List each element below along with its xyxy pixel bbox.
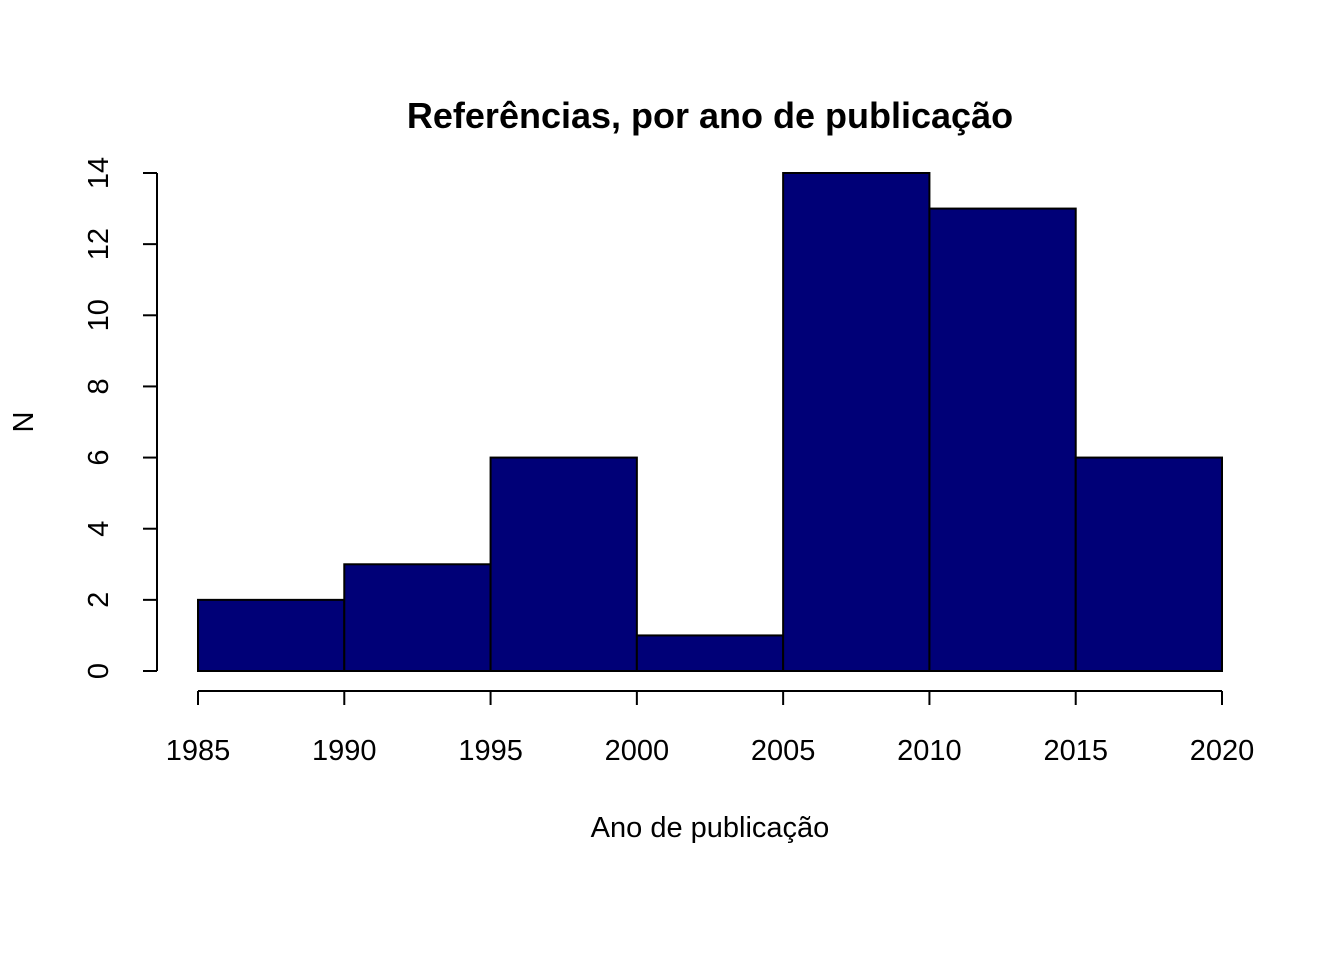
x-tick-label: 2020 bbox=[1190, 735, 1255, 767]
histogram-bar-1990-1995 bbox=[343, 563, 492, 672]
y-tick-label: 0 bbox=[83, 663, 115, 679]
histogram-bar-2010-2015 bbox=[928, 207, 1077, 672]
histogram-bar-1985-1990 bbox=[197, 598, 346, 672]
y-tick-label: 2 bbox=[83, 592, 115, 608]
y-tick-label: 4 bbox=[83, 521, 115, 537]
histogram-bar-2015-2020 bbox=[1074, 456, 1223, 673]
bars-group bbox=[197, 172, 1223, 673]
histogram-bar-2005-2010 bbox=[782, 172, 931, 672]
x-tick-label: 2010 bbox=[897, 735, 962, 767]
y-tick-label: 6 bbox=[83, 450, 115, 466]
x-tick-label: 2000 bbox=[605, 735, 670, 767]
y-tick-label: 10 bbox=[83, 299, 115, 331]
histogram-bar-1995-2000 bbox=[489, 456, 638, 673]
x-tick-label: 2005 bbox=[751, 735, 816, 767]
histogram-bar-2000-2005 bbox=[635, 634, 785, 673]
x-tick-label: 1995 bbox=[458, 735, 523, 767]
y-tick-label: 14 bbox=[83, 157, 115, 189]
x-tick-label: 1990 bbox=[312, 735, 377, 767]
y-tick-label: 12 bbox=[83, 228, 115, 260]
y-axis: 0 2 4 6 8 10 12 14 bbox=[83, 157, 158, 679]
x-axis: 1985 1990 1995 2000 2005 2010 2015 2020 bbox=[166, 690, 1255, 767]
y-tick-label: 8 bbox=[83, 378, 115, 394]
x-axis-label: Ano de publicação bbox=[591, 812, 830, 844]
x-tick-label: 2015 bbox=[1043, 735, 1108, 767]
chart-title: Referências, por ano de publicação bbox=[407, 95, 1013, 136]
y-axis-label: N bbox=[8, 412, 40, 433]
x-tick-label: 1985 bbox=[166, 735, 231, 767]
